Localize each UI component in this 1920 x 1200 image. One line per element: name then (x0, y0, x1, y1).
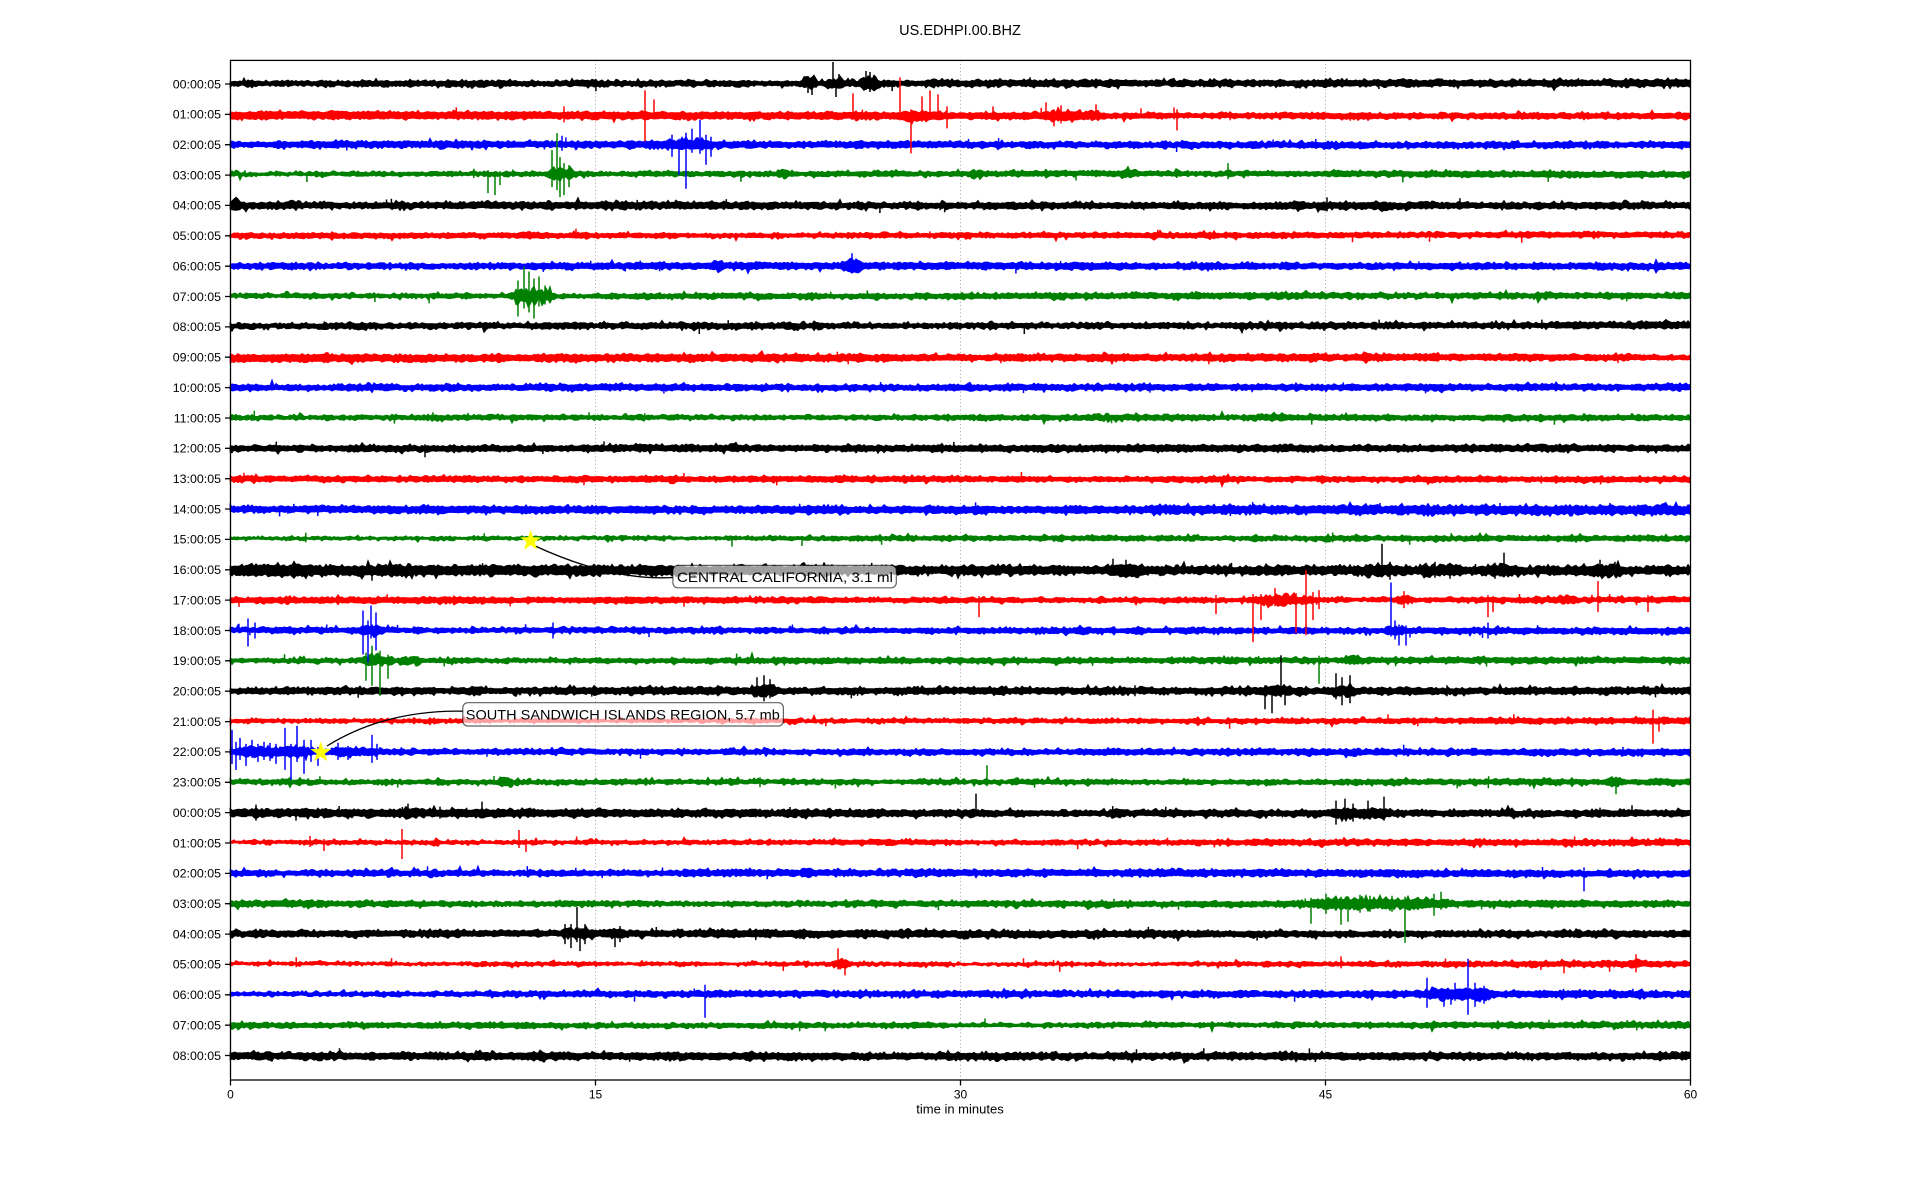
svg-text:02:00:05: 02:00:05 (173, 138, 221, 152)
svg-text:01:00:05: 01:00:05 (173, 836, 221, 850)
svg-text:22:00:05: 22:00:05 (173, 745, 221, 759)
svg-text:18:00:05: 18:00:05 (173, 624, 221, 638)
svg-text:08:00:05: 08:00:05 (173, 1049, 221, 1063)
svg-text:SOUTH SANDWICH ISLANDS REGION,: SOUTH SANDWICH ISLANDS REGION, 5.7 mb (466, 707, 780, 723)
svg-text:03:00:05: 03:00:05 (173, 168, 221, 182)
svg-text:CENTRAL CALIFORNIA, 3.1 ml: CENTRAL CALIFORNIA, 3.1 ml (677, 569, 893, 585)
svg-text:21:00:05: 21:00:05 (173, 715, 221, 729)
svg-text:00:00:05: 00:00:05 (173, 77, 221, 91)
svg-text:60: 60 (1684, 1088, 1698, 1102)
svg-text:07:00:05: 07:00:05 (173, 290, 221, 304)
svg-text:00:00:05: 00:00:05 (173, 806, 221, 820)
svg-text:17:00:05: 17:00:05 (173, 593, 221, 607)
svg-text:05:00:05: 05:00:05 (173, 229, 221, 243)
svg-text:0: 0 (227, 1088, 234, 1102)
svg-text:02:00:05: 02:00:05 (173, 867, 221, 881)
svg-text:04:00:05: 04:00:05 (173, 199, 221, 213)
svg-text:19:00:05: 19:00:05 (173, 654, 221, 668)
svg-text:US.EDHPI.00.BHZ: US.EDHPI.00.BHZ (899, 23, 1021, 39)
svg-text:06:00:05: 06:00:05 (173, 260, 221, 274)
svg-text:07:00:05: 07:00:05 (173, 1019, 221, 1033)
svg-text:03:00:05: 03:00:05 (173, 897, 221, 911)
svg-text:09:00:05: 09:00:05 (173, 351, 221, 365)
svg-text:15: 15 (589, 1088, 603, 1102)
svg-text:11:00:05: 11:00:05 (174, 411, 221, 425)
svg-text:06:00:05: 06:00:05 (173, 988, 221, 1002)
svg-text:05:00:05: 05:00:05 (173, 958, 221, 972)
svg-text:time in minutes: time in minutes (916, 1102, 1004, 1117)
svg-text:30: 30 (954, 1088, 968, 1102)
svg-text:13:00:05: 13:00:05 (173, 472, 221, 486)
svg-text:08:00:05: 08:00:05 (173, 320, 221, 334)
svg-text:20:00:05: 20:00:05 (173, 685, 221, 699)
svg-text:04:00:05: 04:00:05 (173, 927, 221, 941)
svg-text:12:00:05: 12:00:05 (173, 442, 221, 456)
svg-text:16:00:05: 16:00:05 (173, 563, 221, 577)
svg-text:23:00:05: 23:00:05 (173, 776, 221, 790)
svg-text:01:00:05: 01:00:05 (173, 108, 221, 122)
svg-text:45: 45 (1319, 1088, 1333, 1102)
svg-text:14:00:05: 14:00:05 (173, 502, 221, 516)
svg-text:10:00:05: 10:00:05 (173, 381, 221, 395)
svg-text:15:00:05: 15:00:05 (173, 533, 221, 547)
